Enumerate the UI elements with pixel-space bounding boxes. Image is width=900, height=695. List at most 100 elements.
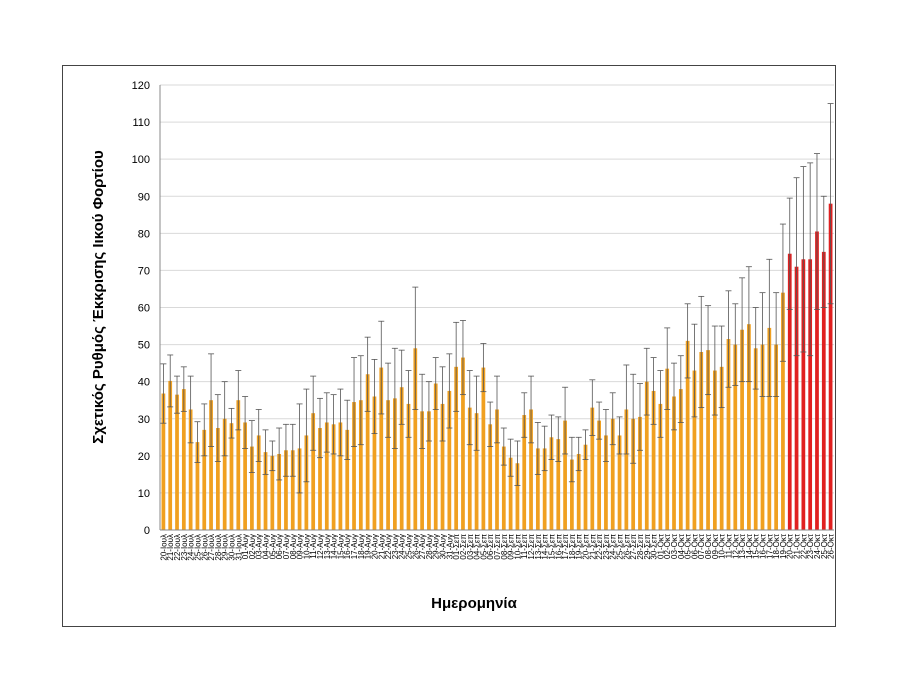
bar (549, 437, 554, 530)
x-tick-label: 29-Αυγ (432, 534, 441, 559)
x-tick-label: 12-Αυγ (316, 534, 325, 559)
x-tick-label: 06-Σεπ (486, 534, 495, 560)
x-tick-label: 25-Αυγ (404, 534, 413, 559)
bar (522, 415, 527, 530)
bar (760, 344, 765, 530)
bar (338, 422, 343, 530)
y-tick-label: 70 (138, 265, 150, 277)
bar (454, 366, 459, 530)
x-tick-label: 03-Αυγ (255, 534, 264, 559)
x-tick-label: 20-Οκτ (786, 533, 795, 559)
bar (481, 367, 486, 530)
bar (624, 409, 629, 530)
bar (181, 389, 186, 530)
x-tick-label: 25-Σεπ (616, 534, 625, 560)
bar (467, 407, 472, 530)
y-tick-label: 40 (138, 377, 150, 389)
x-tick-label: 09-Οκτ (711, 533, 720, 559)
x-tick-label: 23-Αυγ (391, 534, 400, 559)
x-tick-label: 05-Οκτ (684, 533, 693, 559)
bar (665, 368, 670, 530)
x-tick-label: 11-Οκτ (724, 533, 733, 558)
x-tick-label: 06-Αυγ (275, 534, 284, 559)
bar (311, 413, 316, 530)
bar (379, 367, 384, 530)
x-tick-label: 03-Σεπ (466, 534, 475, 560)
bar (801, 259, 806, 530)
x-tick-label: 15-Οκτ (752, 533, 761, 559)
x-tick-label: 26-Οκτ (827, 533, 835, 559)
x-tick-label: 26-Αυγ (411, 534, 420, 559)
bar (808, 259, 813, 530)
bar (712, 370, 717, 530)
bar (685, 340, 690, 530)
bar (440, 403, 445, 530)
x-tick-label: 14-Σεπ (541, 534, 550, 560)
x-tick-label: 07-Οκτ (697, 533, 706, 559)
bar (229, 423, 234, 530)
x-tick-label: 01-Οκτ (656, 533, 665, 559)
y-tick-label: 80 (138, 228, 150, 240)
x-tick-label: 21-Ιουλ (166, 534, 175, 561)
x-tick-label: 22-Σεπ (595, 534, 604, 560)
bar (331, 424, 336, 530)
bar (256, 435, 261, 530)
bar (413, 348, 418, 530)
bar (747, 324, 751, 530)
bar (447, 390, 452, 530)
x-tick-label: 22-Οκτ (799, 533, 808, 559)
x-tick-label: 04-Οκτ (677, 533, 686, 559)
x-tick-label: 04-Σεπ (473, 534, 482, 560)
x-tick-label: 01-Σεπ (452, 534, 461, 560)
y-tick-label: 20 (138, 451, 150, 463)
bar (604, 435, 608, 530)
y-tick-label: 30 (138, 414, 150, 426)
bar (352, 402, 356, 530)
bar (175, 394, 179, 530)
bar (706, 350, 710, 530)
bar (270, 455, 275, 530)
x-tick-label: 27-Αυγ (418, 534, 427, 559)
bar (406, 403, 411, 530)
bar (733, 344, 738, 530)
bar (692, 370, 697, 530)
bar (474, 413, 479, 530)
bar (563, 420, 567, 530)
x-tick-label: 13-Σεπ (534, 534, 543, 560)
bar (651, 390, 656, 530)
bar (678, 389, 683, 530)
x-tick-label: 13-Οκτ (738, 533, 747, 559)
bar (277, 453, 282, 530)
x-tick-label: 26-Ιουλ (200, 534, 209, 561)
bar (638, 416, 642, 530)
bar (318, 428, 322, 530)
bar (202, 429, 207, 530)
bar (753, 348, 758, 530)
bar (222, 418, 227, 530)
bar (345, 429, 350, 530)
chart: 0 10 20 30 40 50 60 70 80 90 100 110 120 20-Ιουλ21-Ιο… (90, 80, 835, 612)
x-tick-label: 15-Σεπ (547, 534, 556, 560)
bar (161, 393, 166, 530)
x-tick-label: 24-Ιουλ (187, 534, 196, 561)
x-tick-label: 17-Οκτ (765, 533, 774, 559)
x-tick-label: 27-Σεπ (629, 534, 638, 560)
bar (787, 253, 792, 530)
x-tick-label: 08-Σεπ (500, 534, 509, 560)
x-tick-label: 10-Οκτ (718, 533, 727, 559)
x-tick-label: 14-Αυγ (330, 534, 339, 559)
x-tick-label: 13-Αυγ (323, 534, 332, 559)
x-tick-label: 21-Οκτ (793, 533, 802, 559)
x-tick-label: 05-Αυγ (268, 534, 277, 559)
bar (488, 424, 493, 530)
bar (794, 266, 799, 530)
y-tick-label: 10 (138, 488, 150, 500)
x-tick-label: 20-Σεπ (582, 534, 591, 560)
x-tick-label: 29-Ιουλ (221, 534, 230, 561)
bar (535, 448, 540, 530)
bar (617, 435, 622, 530)
bar (188, 409, 193, 530)
bar (501, 446, 506, 530)
bar (828, 203, 833, 530)
bar (542, 448, 547, 530)
